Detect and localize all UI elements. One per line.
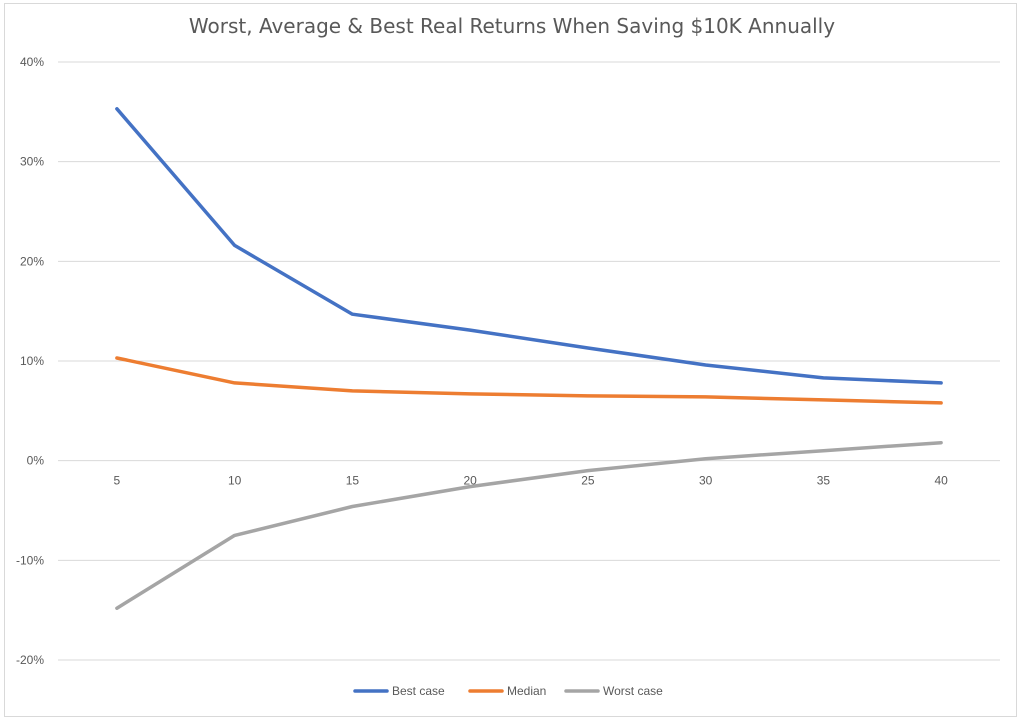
y-tick-label: -20% — [16, 653, 44, 667]
x-tick-label: 30 — [699, 474, 713, 488]
y-tick-label: 10% — [20, 354, 44, 368]
y-tick-label: 40% — [20, 55, 44, 69]
x-tick-label: 40 — [934, 474, 948, 488]
y-tick-label: 0% — [27, 454, 45, 468]
legend: Best case Median Worst case — [353, 684, 663, 698]
y-tick-label: 20% — [20, 254, 44, 268]
gridlines — [58, 61, 1000, 661]
x-tick-label: 10 — [228, 474, 242, 488]
legend-label: Worst case — [603, 684, 663, 698]
series-line-best-case — [115, 107, 943, 385]
x-tick-label: 25 — [581, 474, 595, 488]
y-tick-label: -10% — [16, 553, 44, 567]
series-lines — [115, 107, 943, 610]
series-line-median — [115, 356, 943, 405]
x-axis-labels: 5 10 15 20 25 30 35 40 — [114, 474, 949, 488]
legend-label: Median — [507, 684, 546, 698]
y-tick-label: 30% — [20, 155, 44, 169]
x-tick-label: 15 — [346, 474, 360, 488]
x-tick-label: 20 — [463, 474, 477, 488]
x-tick-label: 35 — [817, 474, 831, 488]
legend-label: Best case — [392, 684, 445, 698]
series-line-worst-case — [115, 440, 943, 610]
y-axis-labels: 40% 30% 20% 10% 0% -10% -20% — [16, 55, 44, 667]
chart-title: Worst, Average & Best Real Returns When … — [188, 14, 836, 38]
x-tick-label: 5 — [114, 474, 121, 488]
chart-area — [4, 3, 1017, 717]
